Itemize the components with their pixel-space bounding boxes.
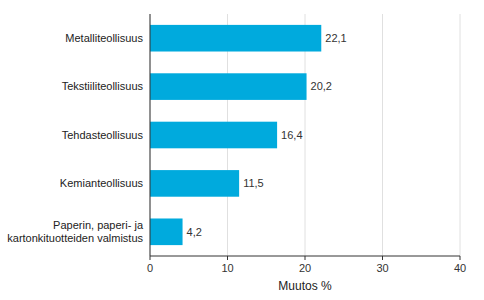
- chart: 4,2 11,5 16,4 20,2 22,1 0 10 20 30 40 Paperin, pap…: [0, 0, 484, 300]
- y-tick-labels: Paperin, paperi- jakartonkituotteiden va…: [7, 32, 144, 244]
- data-label: 16,4: [281, 129, 302, 141]
- bar: [150, 218, 183, 245]
- data-label: 22,1: [325, 32, 346, 44]
- data-labels: 4,2 11,5 16,4 20,2 22,1: [187, 32, 347, 238]
- grid: [150, 14, 460, 256]
- x-axis-label: Muutos %: [278, 279, 332, 293]
- bar: [150, 25, 321, 52]
- category-label: Paperin, paperi- jakartonkituotteiden va…: [7, 219, 144, 244]
- category-label: Metalliteollisuus: [65, 32, 143, 44]
- x-ticks: 0 10 20 30 40: [147, 256, 466, 274]
- grid-line: [460, 14, 461, 256]
- bar: [150, 122, 277, 149]
- x-tick: [150, 256, 151, 260]
- y-axis-line: [150, 14, 151, 256]
- category-label: Tekstiiliteollisuus: [62, 80, 144, 92]
- grid-line: [382, 14, 383, 256]
- grid-line: [150, 14, 151, 256]
- data-label: 11,5: [243, 177, 264, 189]
- category-label: Kemianteollisuus: [60, 177, 144, 189]
- x-tick-label: 0: [147, 262, 153, 274]
- data-label: 4,2: [187, 226, 202, 238]
- bars: [150, 25, 321, 245]
- x-tick: [227, 256, 228, 260]
- x-tick-label: 20: [299, 262, 311, 274]
- bar: [150, 73, 307, 100]
- x-tick-label: 30: [376, 262, 388, 274]
- x-tick: [305, 256, 306, 260]
- x-tick: [382, 256, 383, 260]
- category-label: Tehdasteollisuus: [62, 129, 144, 141]
- x-tick-label: 10: [221, 262, 233, 274]
- data-label: 20,2: [311, 80, 332, 92]
- x-tick-label: 40: [454, 262, 466, 274]
- bar: [150, 170, 239, 197]
- x-tick: [460, 256, 461, 260]
